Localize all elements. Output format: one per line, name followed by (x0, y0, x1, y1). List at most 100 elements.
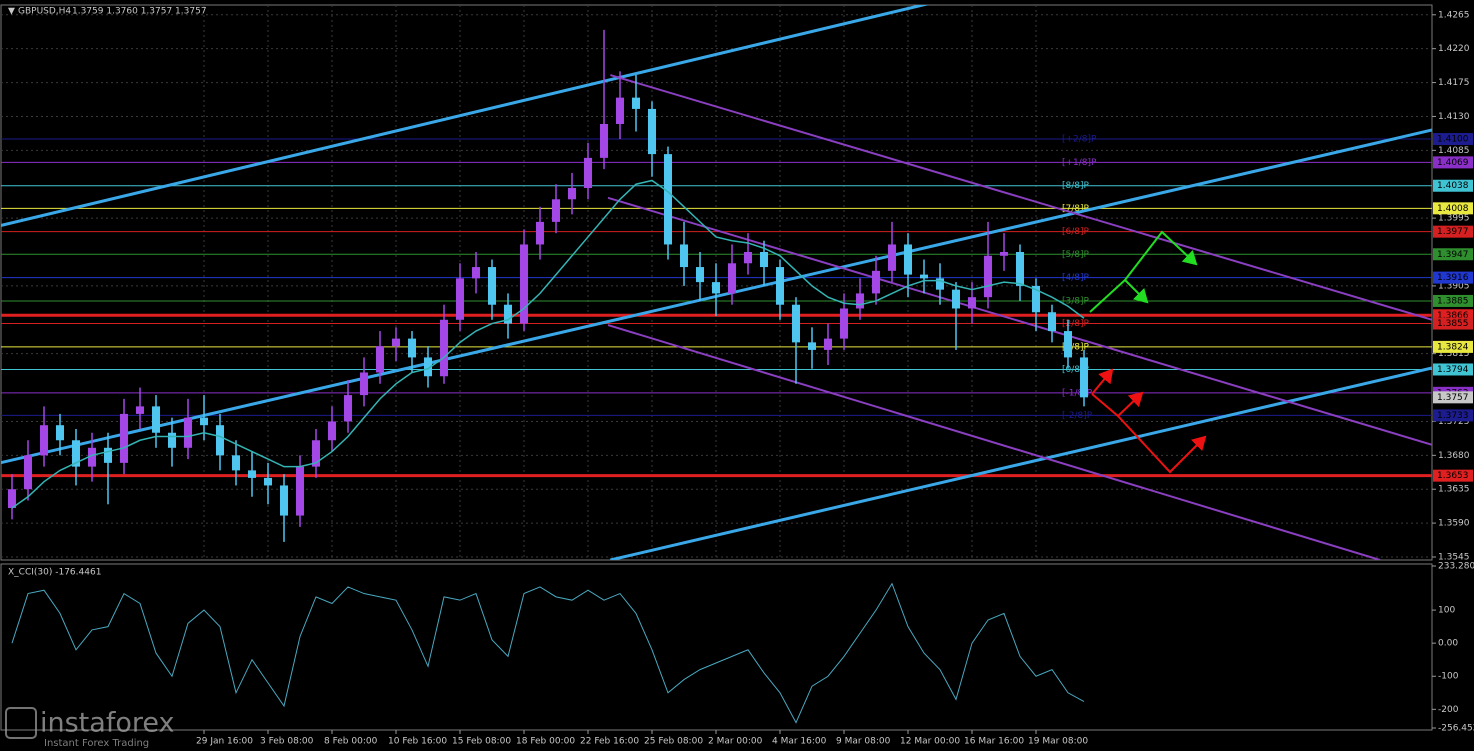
candle-body (328, 421, 336, 441)
quote: 1.3759 1.3760 1.3757 1.3757 (72, 7, 207, 17)
trend-line (607, 324, 1381, 560)
candle-body (568, 187, 576, 200)
candle-body (248, 470, 256, 478)
candle-body (904, 244, 912, 275)
y-tick-label: 1.3905 (1438, 281, 1470, 291)
candle-body (408, 338, 416, 358)
level-tag: [6/8]P (1062, 227, 1090, 237)
level-tag: [2/8]P (1062, 319, 1090, 329)
level-box (1433, 340, 1473, 353)
level-label: 1.3977 (1437, 227, 1469, 237)
candle-body (856, 293, 864, 309)
brand: instaforex (40, 708, 174, 739)
level-label: 1.3885 (1437, 296, 1469, 306)
candle-body (216, 425, 224, 456)
level-label: 1.3794 (1437, 365, 1469, 375)
candle-body (40, 425, 48, 456)
candle-body (920, 274, 928, 279)
arrow (1089, 279, 1126, 313)
candle-body (872, 270, 880, 294)
x-tick-label: 12 Mar 00:00 (900, 737, 960, 747)
x-tick-label: 16 Mar 16:00 (964, 737, 1024, 747)
candle-body (24, 455, 32, 490)
candle-body (600, 123, 608, 158)
level-tag: [0/8]P (1062, 365, 1090, 375)
candle-body (552, 199, 560, 222)
level-tag: [7/8]P (1062, 204, 1090, 214)
main-plot: [+2/8]P [+1/8]P [8/8]P [7/8]P [6/8]P [5/8]P [4… (1, 5, 1432, 560)
candle-body (8, 489, 16, 509)
candle-body (664, 154, 672, 245)
candle-body (984, 255, 992, 298)
y-tick-label: 233.2808 (1438, 562, 1474, 572)
x-tick-label: 29 Jan 16:00 (196, 737, 253, 747)
level-box (1433, 202, 1473, 215)
y-tick-label: -100 (1438, 672, 1459, 682)
last-price-box (1433, 391, 1473, 404)
y-tick-label: 1.4265 (1438, 10, 1470, 20)
candle-body (584, 157, 592, 188)
candle-body (456, 278, 464, 320)
logo (5, 707, 37, 739)
level-label: 1.4100 (1437, 135, 1469, 145)
cci-plot (11, 582, 1085, 724)
x-tick-label: 10 Feb 16:00 (388, 737, 447, 747)
x-tick-label: 2 Mar 00:00 (708, 737, 763, 747)
candle-body (808, 342, 816, 350)
candle-body (440, 319, 448, 377)
candle-body (888, 244, 896, 271)
candle-body (152, 406, 160, 433)
candle-body (264, 477, 272, 486)
candle-body (168, 432, 176, 448)
candle-body (376, 346, 384, 373)
level-tag: [3/8]P (1062, 296, 1090, 306)
level-box (1433, 271, 1473, 284)
x-tick-label: 3 Feb 08:00 (260, 737, 314, 747)
level-tag: [1/8]P (1062, 342, 1090, 352)
trend-line (607, 196, 1432, 446)
candle-body (472, 267, 480, 279)
arrow (1091, 368, 1114, 395)
y-tick-label: 1.4220 (1438, 44, 1470, 54)
candle-body (56, 425, 64, 441)
y-tick-label: -200 (1438, 705, 1459, 715)
level-label: 1.3824 (1437, 342, 1469, 352)
watermark: instaforex Instant Forex Trading (5, 707, 174, 749)
level-label: 1.3653 (1437, 471, 1469, 481)
x-tick-label: 18 Feb 00:00 (516, 737, 575, 747)
level-box (1433, 469, 1473, 482)
level-box (1433, 409, 1473, 422)
candle-body (936, 278, 944, 290)
slogan: Instant Forex Trading (44, 738, 149, 749)
arrow (1124, 230, 1198, 281)
level-tag: [5/8]P (1062, 250, 1090, 260)
level-box (1433, 156, 1473, 169)
level-label: 1.3916 (1437, 273, 1469, 283)
candle-body (184, 417, 192, 448)
level-tag: [+2/8]P (1062, 135, 1097, 145)
candle-body (136, 406, 144, 414)
candle-body (616, 97, 624, 124)
y-tick-label: 1.3590 (1438, 519, 1470, 529)
trend-line (610, 74, 1432, 321)
candle-body (792, 304, 800, 343)
candle-body (824, 338, 832, 350)
candle-body (536, 221, 544, 245)
candle-body (952, 289, 960, 309)
level-box (1433, 363, 1473, 376)
candle-body (712, 282, 720, 294)
candle-body (968, 297, 976, 309)
level-label: 1.3947 (1437, 250, 1469, 260)
y-tick-label: 1.3680 (1438, 451, 1470, 461)
chart-title: ▼ (8, 7, 15, 17)
level-tag: [4/8]P (1062, 273, 1090, 283)
level-tag: [-1/8]P (1062, 388, 1093, 398)
candle-body (424, 357, 432, 377)
candle-body (280, 485, 288, 516)
level-box (1433, 317, 1473, 330)
candle-body (312, 440, 320, 467)
candle-body (1000, 252, 1008, 256)
x-tick-label: 22 Feb 16:00 (580, 737, 639, 747)
y-tick-label: 1.3815 (1438, 349, 1470, 359)
